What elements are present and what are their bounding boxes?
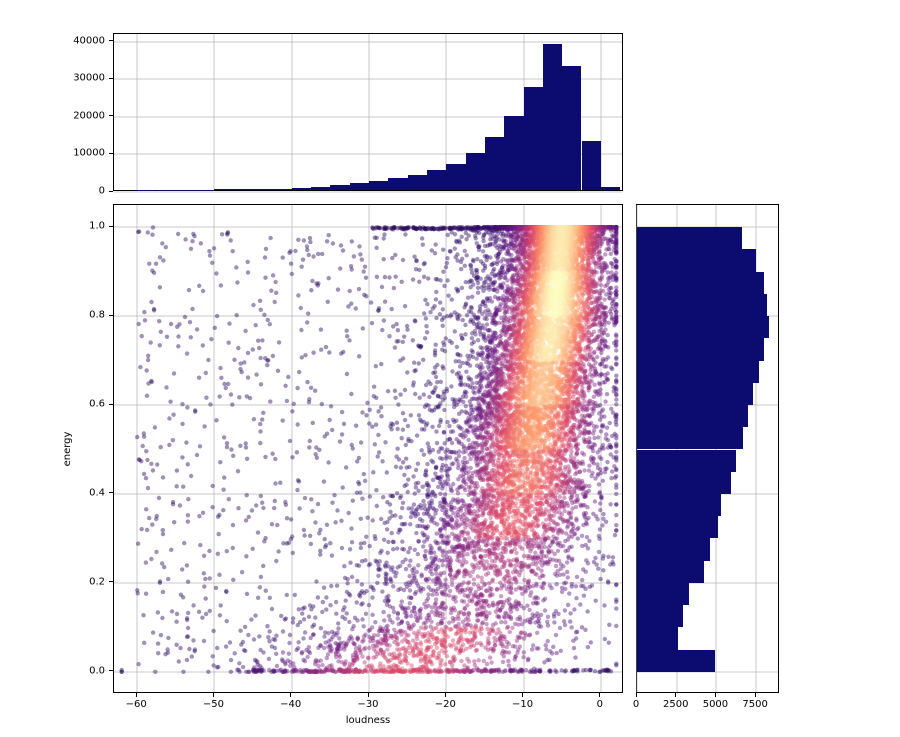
scatter-ytick-mark xyxy=(109,404,113,405)
right-hist-bar xyxy=(637,405,748,427)
scatter-panel xyxy=(113,204,623,693)
right-hist-xtick-label: 5000 xyxy=(703,699,728,710)
right-hist-xtick-label: 0 xyxy=(633,699,639,710)
top-hist-bar xyxy=(446,164,465,190)
top-hist-bar xyxy=(466,153,485,190)
right-hist-xtick-mark xyxy=(636,693,637,697)
top-hist-bar xyxy=(388,178,407,190)
top-hist-ytick-mark xyxy=(109,153,113,154)
right-hist-xtick-label: 7500 xyxy=(742,699,767,710)
top-hist-ytick-mark xyxy=(109,40,113,41)
scatter-ytick-label: 0.6 xyxy=(89,399,105,410)
scatter-ytick-mark xyxy=(109,670,113,671)
top-hist-ytick-label: 40000 xyxy=(73,35,105,46)
scatter-points xyxy=(114,205,624,694)
top-hist-bar xyxy=(330,185,349,190)
scatter-ytick-label: 0.0 xyxy=(89,665,105,676)
scatter-xtick-label: −30 xyxy=(357,699,378,710)
scatter-xtick-label: −60 xyxy=(126,699,147,710)
scatter-xtick-mark xyxy=(368,693,369,697)
right-hist-xtick-mark xyxy=(755,693,756,697)
figure-stage: loudness energy −60 −50 −40 −30 −20 −10 0 0.0 0.… xyxy=(0,0,900,737)
right-hist-bar xyxy=(637,583,689,605)
top-hist-bar xyxy=(408,175,427,190)
right-hist-bar xyxy=(637,627,678,649)
scatter-xtick-mark xyxy=(136,693,137,697)
top-hist-ytick-mark xyxy=(109,115,113,116)
right-hist-xtick-label: 2500 xyxy=(663,699,688,710)
right-hist-bar xyxy=(637,294,767,316)
top-hist-bar xyxy=(234,189,253,190)
scatter-xtick-mark xyxy=(213,693,214,697)
scatter-ytick-label: 0.8 xyxy=(89,310,105,321)
scatter-ytick-mark xyxy=(109,492,113,493)
top-hist-bar xyxy=(427,170,446,190)
x-axis-label: loudness xyxy=(346,715,391,726)
top-hist-bar xyxy=(292,188,311,190)
right-hist-xtick-mark xyxy=(715,693,716,697)
top-hist-ytick-mark xyxy=(109,191,113,192)
right-hist-bar xyxy=(637,650,715,672)
top-hist-bar xyxy=(214,189,233,190)
scatter-xtick-label: −20 xyxy=(435,699,456,710)
right-hist-bar xyxy=(637,316,769,338)
top-hist-ytick-mark xyxy=(109,78,113,79)
scatter-ytick-mark xyxy=(109,226,113,227)
top-hist-bar xyxy=(524,87,543,190)
right-hist-bar xyxy=(637,472,731,494)
scatter-xtick-label: −40 xyxy=(280,699,301,710)
y-axis-label: energy xyxy=(62,431,73,466)
top-hist-grid-h xyxy=(114,192,622,193)
top-hist-bar xyxy=(311,187,330,190)
top-hist-ytick-label: 20000 xyxy=(73,110,105,121)
right-hist-bar xyxy=(637,538,710,560)
top-hist-bar xyxy=(369,181,388,190)
right-hist-bar xyxy=(637,227,742,249)
top-hist-bar xyxy=(272,189,291,191)
scatter-xtick-mark xyxy=(599,693,600,697)
top-hist-grid-v xyxy=(137,34,138,190)
scatter-xtick-label: −10 xyxy=(512,699,533,710)
right-hist-bar xyxy=(637,272,764,294)
top-hist-ytick-label: 0 xyxy=(99,186,105,197)
right-hist-bar xyxy=(637,561,704,583)
right-hist-bar xyxy=(637,450,736,472)
scatter-xtick-label: 0 xyxy=(597,699,603,710)
right-hist-bar xyxy=(637,383,753,405)
top-hist-grid-v xyxy=(369,34,370,190)
scatter-xtick-mark xyxy=(290,693,291,697)
top-hist-bar xyxy=(601,187,620,190)
top-hist-grid-v xyxy=(214,34,215,190)
scatter-ytick-label: 1.0 xyxy=(89,221,105,232)
top-hist-bar xyxy=(543,44,562,190)
top-hist-ytick-label: 30000 xyxy=(73,73,105,84)
scatter-xtick-mark xyxy=(522,693,523,697)
scatter-ytick-label: 0.4 xyxy=(89,487,105,498)
top-hist-bar xyxy=(253,189,272,190)
scatter-ytick-label: 0.2 xyxy=(89,576,105,587)
top-hist-bar xyxy=(485,137,504,190)
top-hist-bar xyxy=(582,141,601,190)
right-hist-bar xyxy=(637,427,743,449)
right-histogram-panel xyxy=(636,204,779,693)
right-hist-bar xyxy=(637,338,764,360)
right-hist-bar xyxy=(637,516,718,538)
top-hist-ytick-label: 10000 xyxy=(73,148,105,159)
right-hist-bar xyxy=(637,494,721,516)
right-hist-xtick-mark xyxy=(675,693,676,697)
top-histogram-panel xyxy=(113,33,623,191)
scatter-xtick-label: −50 xyxy=(203,699,224,710)
top-hist-bar xyxy=(504,116,523,190)
top-hist-bar xyxy=(350,183,369,190)
scatter-ytick-mark xyxy=(109,315,113,316)
scatter-xtick-mark xyxy=(445,693,446,697)
right-hist-bar xyxy=(637,361,759,383)
right-hist-bar xyxy=(637,249,756,271)
right-hist-bar xyxy=(637,605,683,627)
scatter-ytick-mark xyxy=(109,581,113,582)
top-hist-bar xyxy=(562,66,581,190)
top-hist-grid-v xyxy=(291,34,292,190)
